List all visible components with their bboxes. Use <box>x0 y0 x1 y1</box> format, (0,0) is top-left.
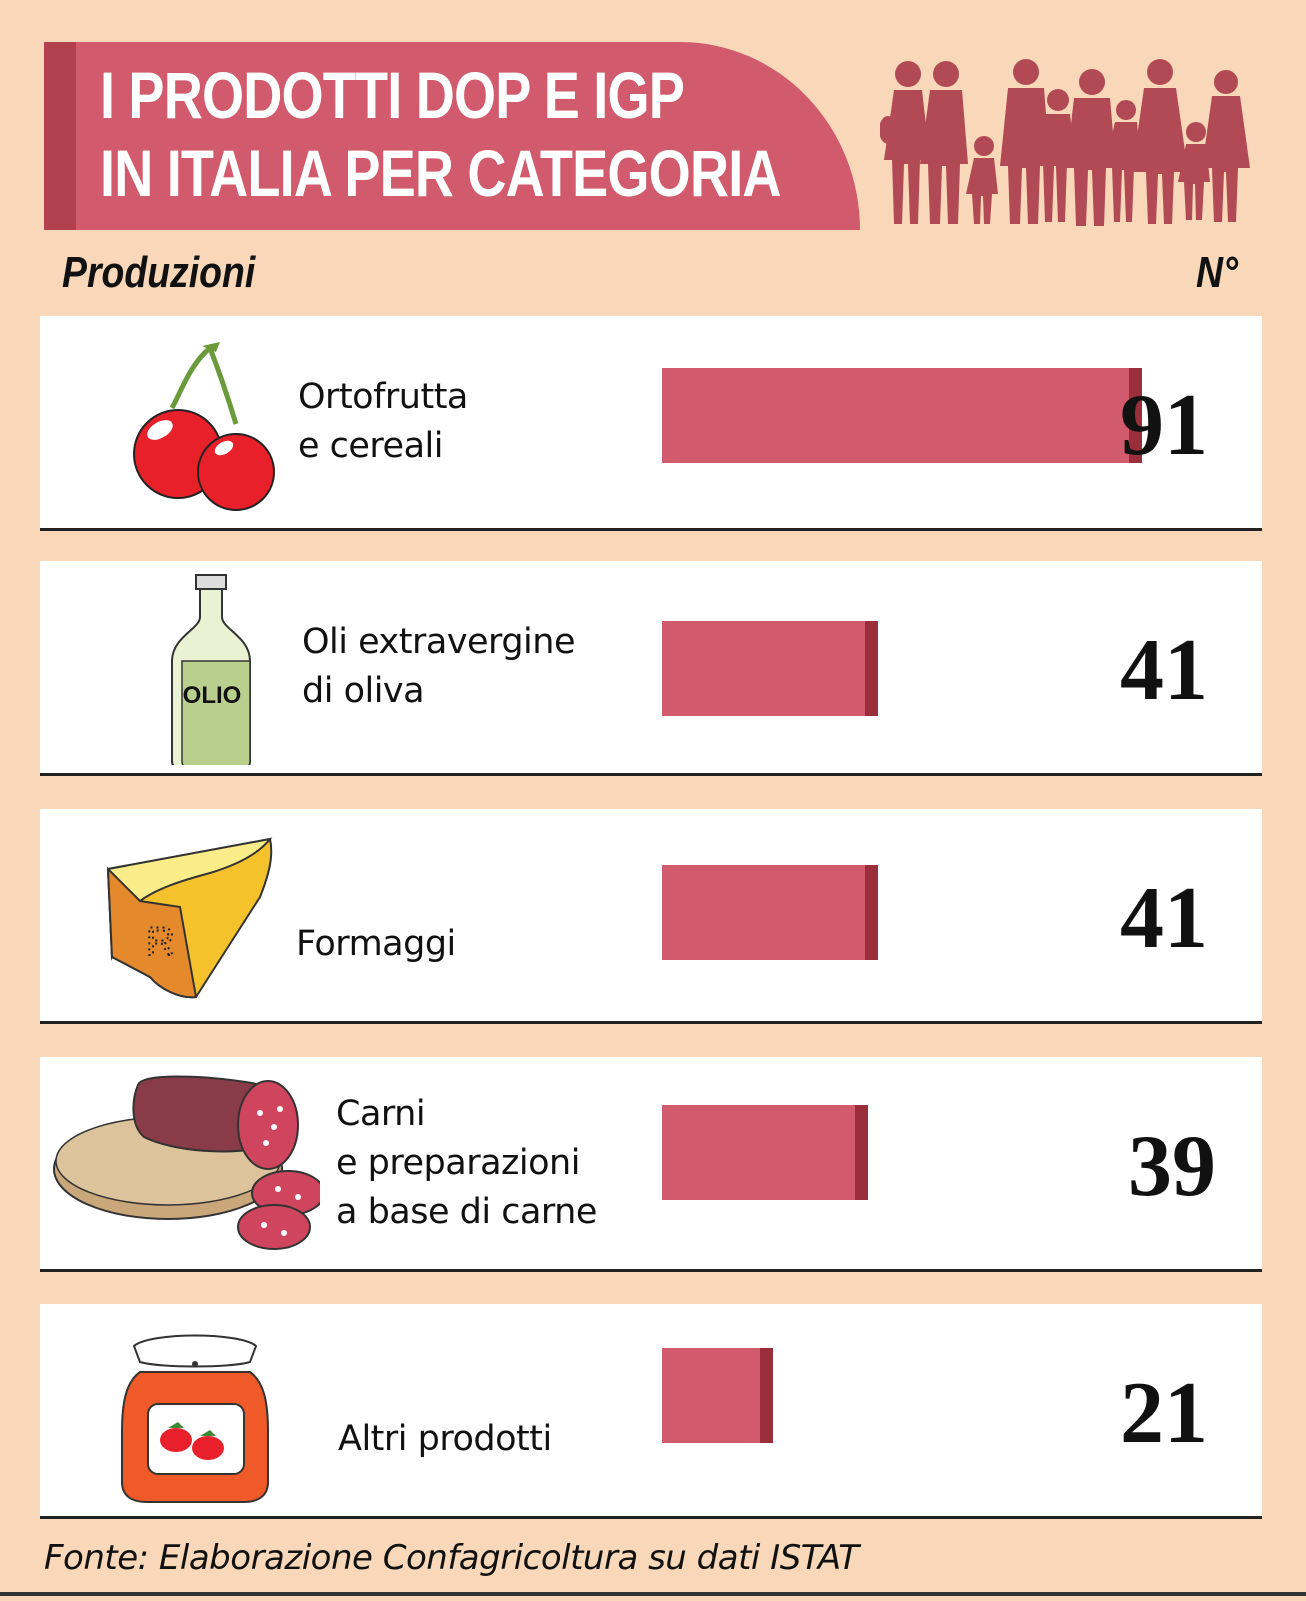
bar <box>662 1105 868 1200</box>
column-header-produzioni: Produzioni <box>62 248 256 297</box>
bar-area: 21 <box>662 1304 1222 1516</box>
chart-title-line1: I PRODOTTI DOP E IGP <box>100 58 685 132</box>
jam-jar-icon <box>121 1334 269 1503</box>
chart-row-oli: OLIO Oli extravergine di oliva 41 <box>40 561 1262 776</box>
category-label: Altri prodotti <box>338 1419 552 1459</box>
bar <box>662 1348 773 1443</box>
bottom-rule <box>0 1592 1306 1596</box>
bar-area: 91 <box>662 316 1222 528</box>
salami-icon <box>53 1075 320 1250</box>
cheese-mark: R <box>146 920 175 964</box>
value-label: 39 <box>1128 1118 1216 1215</box>
value-label: 21 <box>1120 1365 1208 1462</box>
chart-row-carni: Carni e preparazioni a base di carne 39 <box>40 1057 1262 1272</box>
bottle-label: OLIO <box>183 682 242 709</box>
cheese-icon: R <box>106 837 273 999</box>
title-banner-stripe <box>44 42 76 230</box>
chart-rows: Ortofrutta e cereali 91 OLIO Oli extrave… <box>40 316 1262 1549</box>
bar-area: 41 <box>662 561 1222 773</box>
value-label: 91 <box>1120 377 1208 474</box>
column-header-number: N° <box>1196 248 1238 297</box>
title-banner <box>44 42 860 230</box>
chart-row-formaggi: R Formaggi 41 <box>40 809 1262 1024</box>
bar <box>662 865 878 960</box>
bar-area: 39 <box>662 1057 1222 1269</box>
chart-title-line2: IN ITALIA PER CATEGORIA <box>100 136 782 210</box>
source-note: Fonte: Elaborazione Confagricoltura su d… <box>44 1538 859 1578</box>
bar <box>662 368 1142 463</box>
value-label: 41 <box>1120 622 1208 719</box>
chart-title: I PRODOTTI DOP E IGP IN ITALIA PER CATEG… <box>100 56 782 212</box>
category-label: Formaggi <box>296 924 456 964</box>
category-label: Ortofrutta e cereali <box>298 377 468 466</box>
chart-row-ortofrutta: Ortofrutta e cereali 91 <box>40 316 1262 531</box>
bar <box>662 621 878 716</box>
olive-oil-bottle-icon: OLIO <box>171 574 251 765</box>
cherries-icon <box>133 342 275 511</box>
category-label: Carni e preparazioni a base di carne <box>336 1093 597 1232</box>
bar-area: 41 <box>662 809 1222 1021</box>
people-silhouette-icon <box>880 59 1250 226</box>
chart-row-altri: Altri prodotti 21 <box>40 1304 1262 1519</box>
category-label: Oli extravergine di oliva <box>302 622 576 711</box>
value-label: 41 <box>1120 870 1208 967</box>
